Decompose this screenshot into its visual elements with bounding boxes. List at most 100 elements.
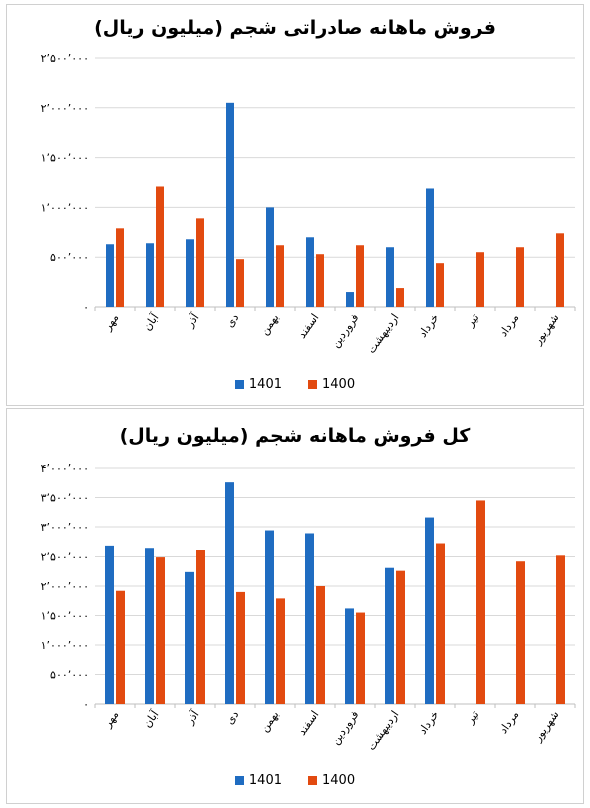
chart-plot-total-sales: ۴٬۰۰۰٬۰۰۰ ۳٬۵۰۰٬۰۰۰ ۳٬۰۰۰٬۰۰۰ ۲٬۵۰۰٬۰۰۰ ۲٬۰۰… [41, 462, 576, 753]
bar-1401-3 [185, 571, 194, 704]
bar-1401-4 [226, 102, 234, 307]
bar-1400-4 [236, 591, 245, 704]
bar-1401-7 [346, 292, 354, 307]
bar-1400-3 [196, 218, 204, 307]
bar-1401-2 [146, 243, 154, 307]
legend-swatch-1401 [234, 776, 244, 785]
chart-title: کل فروش ماهانه شجم (میلیون ریال) [119, 425, 471, 447]
chart-plot-export-sales: ۲٬۵۰۰٬۰۰۰ ۲٬۰۰۰٬۰۰۰ ۱٬۵۰۰٬۰۰۰ ۱٬۰۰۰٬۰۰۰ ۵۰۰٬… [41, 52, 576, 356]
bar-1400-7 [356, 245, 364, 307]
y-tick-label: ۳٬۵۰۰٬۰۰۰ [41, 492, 89, 505]
bar-1401-5 [266, 207, 274, 307]
legend-item-1401: 1401 [234, 773, 282, 788]
legend-swatch-1401 [234, 380, 244, 389]
x-tick-label: اردیبهشت [365, 708, 402, 753]
bar-1401-9 [425, 517, 434, 704]
x-tick-label: آبان [140, 310, 162, 333]
legend-item-1401: 1401 [234, 377, 282, 392]
bar-1401-8 [385, 567, 394, 704]
bar-1400-7 [356, 612, 365, 704]
bar-1401-6 [305, 533, 314, 704]
bar-1400-11 [516, 247, 524, 307]
bar-1401-3 [186, 239, 194, 307]
bar-1400-4 [236, 259, 244, 307]
bar-1400-9 [436, 543, 445, 704]
chart-panel-export-sales: فروش ماهانه صادراتی شجم (میلیون ریال) ۲٬… [6, 4, 584, 406]
y-tick-label: ۱٬۰۰۰٬۰۰۰ [41, 639, 89, 652]
y-tick-label: ۳٬۰۰۰٬۰۰۰ [41, 521, 89, 534]
x-tick-label: دی [223, 708, 241, 727]
y-tick-label: ۲٬۵۰۰٬۰۰۰ [41, 551, 89, 564]
legend-item-1400: 1400 [308, 773, 355, 788]
bar-1400-6 [316, 586, 325, 704]
y-tick-label: ۰ [83, 698, 89, 711]
x-tick-label: بهمن [258, 311, 282, 337]
bar-1400-8 [396, 288, 404, 307]
x-tick-label: مرداد [497, 311, 522, 339]
legend-item-1400: 1400 [308, 377, 355, 392]
bar-1400-5 [276, 598, 285, 704]
bar-1400-2 [156, 557, 165, 704]
x-tick-label: آذر [182, 707, 202, 727]
legend-swatch-1400 [308, 380, 317, 389]
bar-1400-12 [556, 233, 564, 307]
bar-1400-1 [116, 590, 125, 704]
bar-1400-8 [396, 570, 405, 704]
y-tick-label: ۰ [83, 301, 89, 314]
bar-1401-1 [106, 244, 114, 307]
chart-legend: 1401 1400 [7, 377, 583, 392]
x-tick-label: تیر [463, 708, 481, 726]
x-tick-label: آبان [140, 707, 162, 730]
x-tick-label: خرداد [416, 708, 441, 737]
chart-legend: 1401 1400 [7, 773, 583, 788]
bar-1400-9 [436, 263, 444, 307]
bar-1400-10 [476, 500, 485, 704]
legend-label-1401: 1401 [248, 377, 282, 392]
legend-label-1400: 1400 [322, 377, 356, 392]
bar-1401-8 [386, 247, 394, 307]
bar-1401-5 [265, 530, 274, 704]
x-tick-label: خرداد [416, 311, 441, 340]
bar-1401-6 [306, 237, 314, 307]
y-tick-label: ۱٬۵۰۰٬۰۰۰ [41, 610, 89, 623]
y-tick-label: ۴٬۰۰۰٬۰۰۰ [41, 462, 89, 475]
y-tick-label: ۵۰۰٬۰۰۰ [50, 669, 89, 682]
x-tick-label: اردیبهشت [365, 311, 402, 356]
bar-1400-5 [276, 245, 284, 307]
bar-1401-9 [426, 188, 434, 307]
x-tick-label: فروردین [329, 311, 362, 350]
y-tick-label: ۱٬۰۰۰٬۰۰۰ [41, 201, 89, 214]
bar-1400-11 [516, 561, 525, 704]
y-tick-label: ۲٬۰۰۰٬۰۰۰ [41, 580, 89, 593]
bar-1400-3 [196, 550, 205, 704]
legend-label-1401: 1401 [248, 773, 282, 788]
bar-1401-4 [225, 482, 234, 704]
legend-swatch-1400 [308, 776, 317, 785]
bar-1401-1 [105, 545, 114, 704]
bar-1400-2 [156, 186, 164, 307]
x-tick-label: شهریور [530, 311, 561, 347]
x-tick-label: مهر [100, 708, 121, 730]
bar-1401-2 [145, 548, 154, 704]
x-tick-label: تیر [463, 311, 481, 329]
y-tick-label: ۱٬۵۰۰٬۰۰۰ [41, 152, 89, 165]
bar-1400-12 [556, 555, 565, 704]
x-tick-label: اسفند [295, 708, 321, 738]
bar-1400-10 [476, 252, 484, 307]
legend-label-1400: 1400 [322, 773, 356, 788]
x-tick-label: دی [223, 311, 241, 330]
chart-title: فروش ماهانه صادراتی شجم (میلیون ریال) [94, 17, 496, 39]
bar-1400-1 [116, 228, 124, 307]
x-tick-label: شهریور [530, 708, 561, 744]
x-tick-label: آذر [182, 310, 202, 330]
y-tick-label: ۵۰۰٬۰۰۰ [50, 251, 89, 264]
bar-1400-6 [316, 254, 324, 307]
x-tick-label: مرداد [497, 708, 522, 736]
bar-1401-7 [345, 608, 354, 704]
x-tick-label: بهمن [258, 708, 282, 734]
chart-panel-total-sales: کل فروش ماهانه شجم (میلیون ریال) ۴٬۰۰۰٬۰… [6, 408, 584, 804]
x-tick-label: مهر [100, 311, 121, 333]
y-tick-label: ۲٬۵۰۰٬۰۰۰ [41, 52, 89, 65]
x-tick-label: اسفند [295, 311, 321, 341]
y-tick-label: ۲٬۰۰۰٬۰۰۰ [41, 102, 89, 115]
